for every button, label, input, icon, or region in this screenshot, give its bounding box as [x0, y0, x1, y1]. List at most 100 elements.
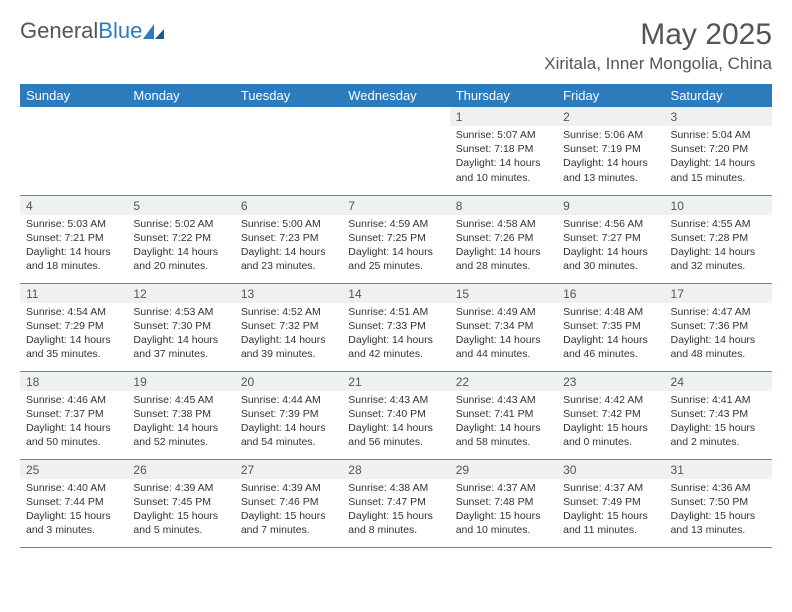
day-number: 8 — [450, 196, 557, 215]
daylight-line: Daylight: 14 hours and 30 minutes. — [563, 245, 658, 273]
day-number: 14 — [342, 284, 449, 303]
sunrise-line: Sunrise: 4:49 AM — [456, 305, 551, 319]
weekday-header: Thursday — [450, 84, 557, 107]
sunrise-line: Sunrise: 4:42 AM — [563, 393, 658, 407]
sunrise-line: Sunrise: 4:48 AM — [563, 305, 658, 319]
sunset-line: Sunset: 7:18 PM — [456, 142, 551, 156]
sunset-line: Sunset: 7:49 PM — [563, 495, 658, 509]
daylight-line: Daylight: 15 hours and 2 minutes. — [671, 421, 766, 449]
sunrise-line: Sunrise: 4:36 AM — [671, 481, 766, 495]
calendar-day-cell: 31Sunrise: 4:36 AMSunset: 7:50 PMDayligh… — [665, 459, 772, 547]
daylight-line: Daylight: 14 hours and 32 minutes. — [671, 245, 766, 273]
day-number: 27 — [235, 460, 342, 479]
daylight-line: Daylight: 14 hours and 20 minutes. — [133, 245, 228, 273]
day-body: Sunrise: 5:06 AMSunset: 7:19 PMDaylight:… — [557, 126, 664, 189]
day-number: 23 — [557, 372, 664, 391]
day-number: 10 — [665, 196, 772, 215]
calendar-day-cell — [342, 107, 449, 195]
daylight-line: Daylight: 15 hours and 0 minutes. — [563, 421, 658, 449]
daylight-line: Daylight: 14 hours and 44 minutes. — [456, 333, 551, 361]
sunrise-line: Sunrise: 4:47 AM — [671, 305, 766, 319]
sunset-line: Sunset: 7:48 PM — [456, 495, 551, 509]
calendar-day-cell: 10Sunrise: 4:55 AMSunset: 7:28 PMDayligh… — [665, 195, 772, 283]
sunset-line: Sunset: 7:21 PM — [26, 231, 121, 245]
location: Xiritala, Inner Mongolia, China — [544, 54, 772, 74]
calendar-day-cell: 20Sunrise: 4:44 AMSunset: 7:39 PMDayligh… — [235, 371, 342, 459]
day-number: 25 — [20, 460, 127, 479]
sunset-line: Sunset: 7:20 PM — [671, 142, 766, 156]
sunrise-line: Sunrise: 4:39 AM — [241, 481, 336, 495]
day-body: Sunrise: 4:39 AMSunset: 7:46 PMDaylight:… — [235, 479, 342, 542]
calendar-day-cell: 9Sunrise: 4:56 AMSunset: 7:27 PMDaylight… — [557, 195, 664, 283]
daylight-line: Daylight: 14 hours and 35 minutes. — [26, 333, 121, 361]
daylight-line: Daylight: 14 hours and 37 minutes. — [133, 333, 228, 361]
sunset-line: Sunset: 7:39 PM — [241, 407, 336, 421]
calendar-week-row: 4Sunrise: 5:03 AMSunset: 7:21 PMDaylight… — [20, 195, 772, 283]
sunset-line: Sunset: 7:34 PM — [456, 319, 551, 333]
header: GeneralBlue May 2025 Xiritala, Inner Mon… — [20, 18, 772, 74]
sunset-line: Sunset: 7:22 PM — [133, 231, 228, 245]
day-body: Sunrise: 4:36 AMSunset: 7:50 PMDaylight:… — [665, 479, 772, 542]
sunrise-line: Sunrise: 4:37 AM — [456, 481, 551, 495]
weekday-header: Tuesday — [235, 84, 342, 107]
calendar-day-cell: 11Sunrise: 4:54 AMSunset: 7:29 PMDayligh… — [20, 283, 127, 371]
day-body: Sunrise: 5:00 AMSunset: 7:23 PMDaylight:… — [235, 215, 342, 278]
day-body: Sunrise: 4:59 AMSunset: 7:25 PMDaylight:… — [342, 215, 449, 278]
day-number: 29 — [450, 460, 557, 479]
sunrise-line: Sunrise: 4:41 AM — [671, 393, 766, 407]
day-number: 16 — [557, 284, 664, 303]
day-body: Sunrise: 4:58 AMSunset: 7:26 PMDaylight:… — [450, 215, 557, 278]
weekday-header: Friday — [557, 84, 664, 107]
day-number: 17 — [665, 284, 772, 303]
calendar-body: 1Sunrise: 5:07 AMSunset: 7:18 PMDaylight… — [20, 107, 772, 547]
sunset-line: Sunset: 7:35 PM — [563, 319, 658, 333]
daylight-line: Daylight: 14 hours and 54 minutes. — [241, 421, 336, 449]
sunset-line: Sunset: 7:42 PM — [563, 407, 658, 421]
day-body: Sunrise: 4:48 AMSunset: 7:35 PMDaylight:… — [557, 303, 664, 366]
day-body: Sunrise: 4:39 AMSunset: 7:45 PMDaylight:… — [127, 479, 234, 542]
day-body: Sunrise: 4:49 AMSunset: 7:34 PMDaylight:… — [450, 303, 557, 366]
sunrise-line: Sunrise: 5:04 AM — [671, 128, 766, 142]
daylight-line: Daylight: 15 hours and 7 minutes. — [241, 509, 336, 537]
day-number: 12 — [127, 284, 234, 303]
sunset-line: Sunset: 7:28 PM — [671, 231, 766, 245]
calendar-day-cell: 19Sunrise: 4:45 AMSunset: 7:38 PMDayligh… — [127, 371, 234, 459]
daylight-line: Daylight: 14 hours and 58 minutes. — [456, 421, 551, 449]
day-number: 5 — [127, 196, 234, 215]
daylight-line: Daylight: 14 hours and 42 minutes. — [348, 333, 443, 361]
day-body: Sunrise: 4:53 AMSunset: 7:30 PMDaylight:… — [127, 303, 234, 366]
day-body: Sunrise: 5:07 AMSunset: 7:18 PMDaylight:… — [450, 126, 557, 189]
sunset-line: Sunset: 7:26 PM — [456, 231, 551, 245]
sunset-line: Sunset: 7:50 PM — [671, 495, 766, 509]
calendar-day-cell: 8Sunrise: 4:58 AMSunset: 7:26 PMDaylight… — [450, 195, 557, 283]
logo-sail-icon — [142, 22, 166, 40]
calendar-day-cell: 5Sunrise: 5:02 AMSunset: 7:22 PMDaylight… — [127, 195, 234, 283]
calendar-day-cell: 13Sunrise: 4:52 AMSunset: 7:32 PMDayligh… — [235, 283, 342, 371]
daylight-line: Daylight: 15 hours and 3 minutes. — [26, 509, 121, 537]
calendar-week-row: 11Sunrise: 4:54 AMSunset: 7:29 PMDayligh… — [20, 283, 772, 371]
daylight-line: Daylight: 15 hours and 8 minutes. — [348, 509, 443, 537]
calendar-week-row: 25Sunrise: 4:40 AMSunset: 7:44 PMDayligh… — [20, 459, 772, 547]
sunrise-line: Sunrise: 4:37 AM — [563, 481, 658, 495]
sunset-line: Sunset: 7:37 PM — [26, 407, 121, 421]
calendar-day-cell: 15Sunrise: 4:49 AMSunset: 7:34 PMDayligh… — [450, 283, 557, 371]
day-body: Sunrise: 5:03 AMSunset: 7:21 PMDaylight:… — [20, 215, 127, 278]
sunrise-line: Sunrise: 4:53 AM — [133, 305, 228, 319]
sunrise-line: Sunrise: 4:51 AM — [348, 305, 443, 319]
sunrise-line: Sunrise: 5:03 AM — [26, 217, 121, 231]
day-body: Sunrise: 4:38 AMSunset: 7:47 PMDaylight:… — [342, 479, 449, 542]
sunrise-line: Sunrise: 4:59 AM — [348, 217, 443, 231]
day-body: Sunrise: 4:46 AMSunset: 7:37 PMDaylight:… — [20, 391, 127, 454]
sunset-line: Sunset: 7:45 PM — [133, 495, 228, 509]
day-body: Sunrise: 4:37 AMSunset: 7:49 PMDaylight:… — [557, 479, 664, 542]
weekday-header: Wednesday — [342, 84, 449, 107]
day-body: Sunrise: 4:55 AMSunset: 7:28 PMDaylight:… — [665, 215, 772, 278]
calendar-day-cell — [235, 107, 342, 195]
calendar-day-cell: 1Sunrise: 5:07 AMSunset: 7:18 PMDaylight… — [450, 107, 557, 195]
daylight-line: Daylight: 14 hours and 46 minutes. — [563, 333, 658, 361]
daylight-line: Daylight: 14 hours and 23 minutes. — [241, 245, 336, 273]
day-number: 2 — [557, 107, 664, 126]
sunset-line: Sunset: 7:33 PM — [348, 319, 443, 333]
day-number: 30 — [557, 460, 664, 479]
calendar-day-cell — [20, 107, 127, 195]
